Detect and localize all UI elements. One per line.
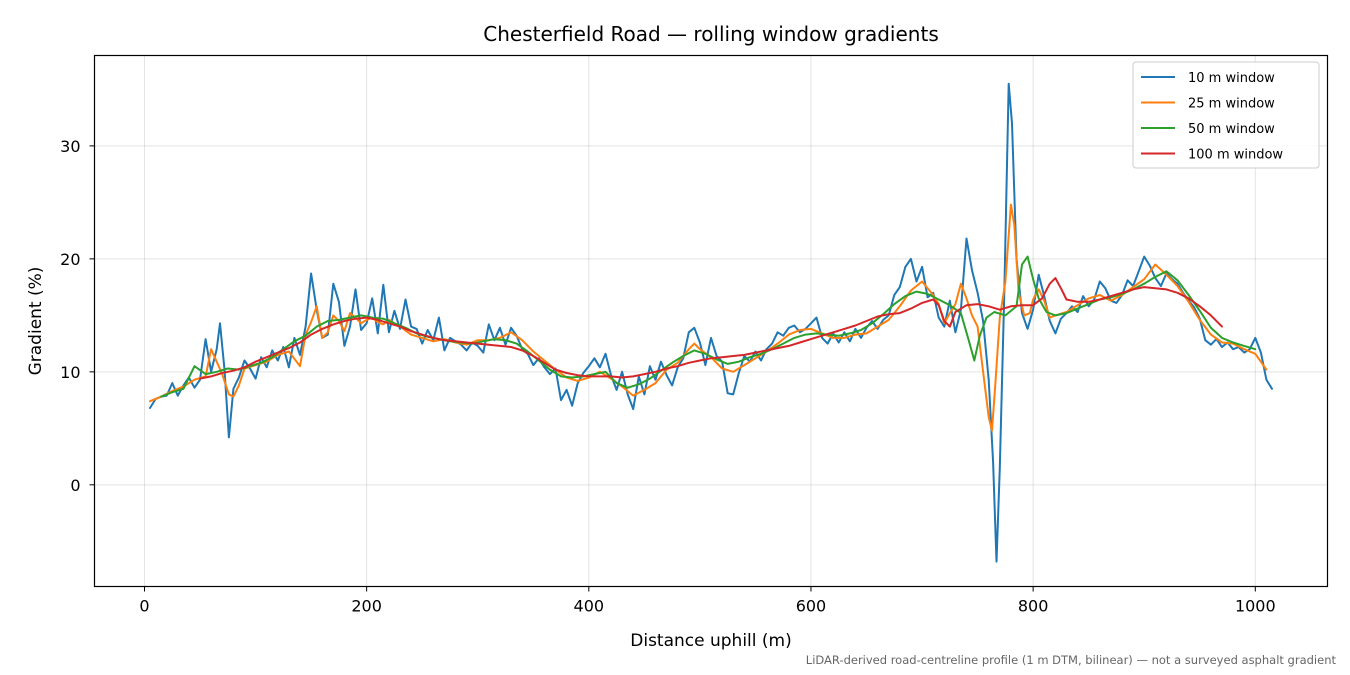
plot-area (149, 82, 1273, 563)
x-tick-label: 600 (796, 597, 827, 616)
legend-label: 100 m window (1188, 148, 1283, 163)
x-tick-label: 400 (574, 597, 605, 616)
legend-label: 10 m window (1188, 71, 1275, 86)
footnote: LiDAR-derived road-centreline profile (1… (806, 653, 1337, 667)
legend: 10 m window 25 m window 50 m window 100 m w… (1132, 61, 1320, 169)
y-tick-label: 0 (70, 476, 80, 495)
legend-label: 25 m window (1188, 97, 1275, 112)
x-tick-label: 200 (351, 597, 382, 616)
legend-box (1132, 61, 1320, 169)
y-tick-label: 20 (60, 250, 80, 269)
series-line-4 (199, 277, 1223, 380)
chart-title: Chesterfield Road — rolling window gradi… (483, 22, 938, 46)
plot-frame (93, 54, 1329, 588)
axis-ticks: 0 200 400 600 800 1000 0 10 20 30 (60, 137, 1276, 616)
series-line-1 (149, 82, 1273, 563)
x-tick-label: 1000 (1235, 597, 1276, 616)
x-tick-label: 0 (139, 597, 149, 616)
legend-label: 50 m window (1188, 122, 1275, 137)
y-axis-label: Gradient (%) (26, 267, 46, 376)
y-tick-label: 30 (60, 137, 80, 156)
x-tick-label: 800 (1018, 597, 1049, 616)
y-tick-label: 10 (60, 363, 80, 382)
x-axis-label: Distance uphill (m) (630, 631, 791, 651)
series-line-3 (160, 255, 1257, 398)
